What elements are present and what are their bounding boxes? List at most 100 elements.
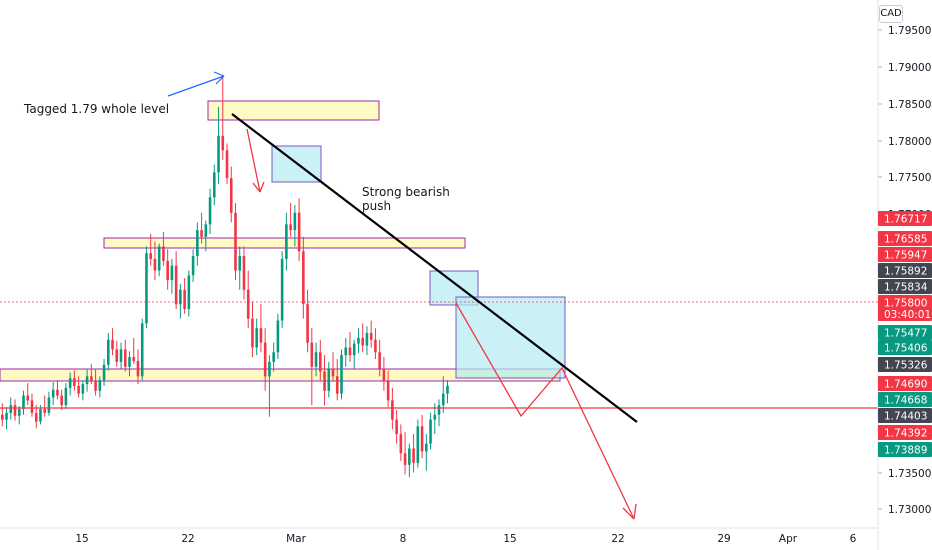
candle-body <box>335 376 339 394</box>
candle <box>94 368 97 396</box>
candle <box>149 233 152 266</box>
candle <box>310 328 314 406</box>
candle <box>293 205 297 247</box>
candle <box>412 434 415 473</box>
candle <box>255 318 258 356</box>
candle <box>251 301 254 358</box>
annotation-strong-push: Strong bearish push <box>362 185 450 213</box>
candle <box>153 241 157 281</box>
candle-body <box>26 395 30 401</box>
candle <box>30 393 34 417</box>
candle <box>73 370 76 391</box>
candle-body <box>399 434 403 454</box>
candle <box>145 246 148 329</box>
candle <box>335 359 339 401</box>
candle <box>51 382 55 406</box>
blue-arrow <box>167 75 225 97</box>
candle <box>331 352 335 382</box>
candle-body <box>9 405 13 413</box>
drawing-zones <box>0 100 566 382</box>
candle-body <box>157 246 161 271</box>
candle-body <box>153 258 157 271</box>
candle-body <box>331 368 335 377</box>
candle-body <box>386 381 390 401</box>
x-tick-label: Mar <box>286 533 306 545</box>
candle <box>314 342 318 377</box>
candle-body <box>128 357 131 367</box>
candle <box>13 399 17 421</box>
candle <box>47 391 51 416</box>
blue-arrow-head <box>213 71 225 85</box>
candle <box>64 383 68 410</box>
price-tag-label: 1.74403 <box>884 411 927 423</box>
candle <box>179 283 182 319</box>
candle <box>416 419 420 468</box>
candle-body <box>310 342 314 367</box>
candle <box>382 357 386 391</box>
price-tag-label: 1.75477 <box>884 328 927 340</box>
candle <box>306 289 309 353</box>
candle-body <box>115 349 119 362</box>
y-tick-label: 1.79000 <box>888 62 931 74</box>
candle-body <box>314 352 318 367</box>
candle-body <box>166 260 169 281</box>
candle-body <box>136 360 140 377</box>
candle-body <box>174 265 178 305</box>
x-tick-label: 22 <box>181 533 194 545</box>
time-axis[interactable]: 15 22 Mar 8 15 22 29 Apr 6 <box>75 533 856 545</box>
candle <box>323 355 326 406</box>
candle <box>272 342 275 372</box>
candle <box>437 399 441 427</box>
candle-body <box>81 384 85 394</box>
candle <box>85 369 89 392</box>
candle <box>221 78 225 160</box>
candle-body <box>268 361 271 377</box>
candle-body <box>102 364 106 381</box>
candle-body <box>111 339 114 350</box>
candle <box>90 363 93 385</box>
candle-body <box>39 409 42 422</box>
candle-body <box>382 368 386 382</box>
price-tag-label: 1.74690 <box>884 379 927 391</box>
candle <box>132 337 136 364</box>
candle-body <box>187 275 191 309</box>
candle-body <box>446 385 449 394</box>
price-tag: 1.75892 <box>878 263 932 278</box>
candle-body <box>246 289 250 319</box>
candle <box>26 383 30 406</box>
red-arrow-short-head <box>252 181 265 193</box>
candle <box>361 323 364 353</box>
candle-body <box>344 347 348 356</box>
candle-body <box>259 328 263 343</box>
price-tag: 1.73889 <box>878 442 932 457</box>
candle <box>378 339 381 377</box>
price-tag: 1.75477 <box>878 325 932 340</box>
price-tag: 1.76717 <box>878 211 932 226</box>
candle-body <box>365 333 369 346</box>
candle <box>204 220 208 252</box>
price-tag-bg <box>878 231 932 246</box>
candle-body <box>145 253 148 324</box>
candle-body <box>221 135 225 151</box>
candle-body <box>149 253 152 259</box>
price-tag: 1.74690 <box>878 376 932 391</box>
currency-button[interactable]: CAD <box>879 5 903 23</box>
candle-body <box>285 224 288 259</box>
candle-body <box>403 453 407 465</box>
candle-body <box>56 389 59 396</box>
candle <box>174 251 178 309</box>
candle <box>246 270 250 329</box>
annotations: Tagged 1.79 whole level Strong bearish pu… <box>23 102 450 213</box>
candle <box>77 376 80 398</box>
candle <box>140 318 144 381</box>
y-tick-label: 1.78500 <box>888 99 931 111</box>
candle <box>276 313 280 360</box>
candle <box>119 342 123 369</box>
y-tick-label: 1.73500 <box>888 468 931 480</box>
price-tag: 1.75406 <box>878 340 932 355</box>
countdown-label: 03:40:01 <box>884 309 931 321</box>
candle <box>297 198 301 261</box>
candle-body <box>369 333 373 340</box>
candle-body <box>162 246 165 261</box>
